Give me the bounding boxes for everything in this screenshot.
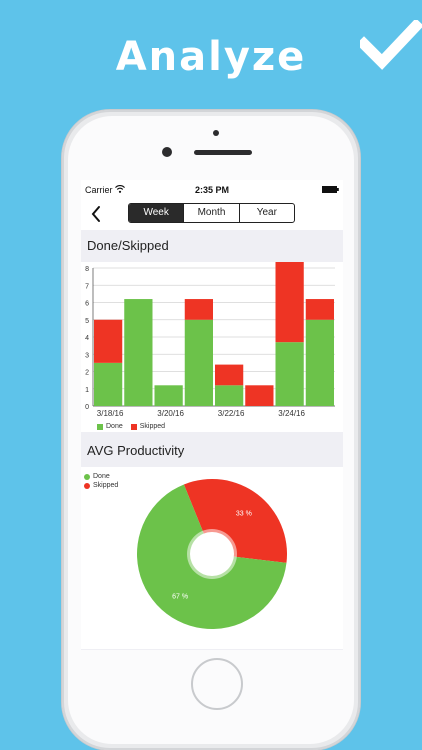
segment-month[interactable]: Month — [183, 204, 238, 222]
pie-label-done: 67 % — [172, 594, 188, 601]
bar-done-3 — [184, 319, 213, 406]
legend-label-done: Done — [106, 423, 123, 430]
y-tick-label: 0 — [85, 404, 89, 411]
checkmark-icon — [360, 20, 422, 70]
app-screen: Carrier 2:35 PM Week Month Year Done/Ski… — [81, 180, 343, 650]
segment-year[interactable]: Year — [238, 204, 294, 222]
legend-swatch-done — [97, 423, 103, 430]
pie-legend-swatch-done — [84, 473, 90, 480]
y-tick-label: 3 — [85, 352, 89, 359]
pie-chart-card: Done Skipped 33 % 67 % — [81, 467, 343, 649]
bar-done-2 — [154, 385, 183, 406]
donut-chart: 33 % 67 % — [137, 479, 287, 629]
legend-swatch-skipped — [130, 423, 137, 430]
y-tick-label: 7 — [85, 283, 89, 290]
bar-done-1 — [124, 299, 153, 406]
home-button[interactable] — [191, 658, 243, 710]
bar-skipped-4 — [215, 364, 244, 386]
y-tick-label: 6 — [85, 301, 89, 308]
proximity-sensor — [213, 130, 219, 136]
pie-legend-label-skipped: Skipped — [93, 482, 119, 489]
status-time: 2:35 PM — [194, 185, 229, 195]
bar-chart-title: Done/Skipped — [87, 238, 169, 253]
bar-done-4 — [215, 385, 244, 406]
headline: Analyze — [115, 34, 307, 80]
bar-legend: Done Skipped — [97, 423, 165, 430]
segment-week[interactable]: Week — [129, 204, 184, 222]
legend-label-skipped: Skipped — [139, 423, 166, 430]
bar-skipped-0 — [94, 319, 123, 363]
bar-chart: 0 1 2 3 4 5 6 7 8 3/18/16 3/20/16 3/22/16 3/24/16 — [85, 262, 335, 418]
bar-skipped-7 — [305, 299, 334, 320]
bar-done-6 — [275, 342, 304, 406]
bar-chart-card: 0 1 2 3 4 5 6 7 8 3/18/16 3/20/16 3/22/16 3/24/16 Do… — [81, 262, 343, 432]
nav-bar: Week Month Year — [81, 200, 343, 230]
chevron-left-icon[interactable] — [89, 205, 103, 223]
bar-done-0 — [94, 362, 123, 406]
x-tick-label: 3/22/16 — [218, 409, 245, 418]
donut-hole — [190, 532, 234, 576]
y-tick-label: 5 — [85, 318, 89, 325]
bar-skipped-5 — [245, 385, 274, 406]
earpiece-speaker — [194, 150, 252, 155]
x-tick-label: 3/18/16 — [97, 409, 124, 418]
pie-legend-label-done: Done — [93, 473, 110, 480]
pie-chart-title: AVG Productivity — [87, 443, 185, 458]
pie-legend-swatch-skipped — [84, 482, 90, 489]
bar-skipped-6 — [275, 262, 304, 343]
y-tick-label: 2 — [85, 370, 89, 377]
x-tick-label: 3/20/16 — [157, 409, 184, 418]
y-tick-label: 1 — [85, 387, 89, 394]
x-tick-label: 3/24/16 — [278, 409, 305, 418]
status-bar: Carrier 2:35 PM — [81, 180, 343, 200]
carrier-label: Carrier — [85, 185, 113, 195]
battery-icon — [322, 186, 339, 193]
pie-label-skipped: 33 % — [236, 510, 252, 517]
wifi-icon — [115, 185, 125, 193]
bar-done-7 — [305, 319, 334, 406]
pie-legend-done: Done — [84, 473, 110, 480]
y-tick-label: 8 — [85, 266, 89, 273]
pie-legend-skipped: Skipped — [84, 482, 118, 489]
bar-skipped-3 — [184, 299, 213, 320]
period-segmented-control: Week Month Year — [128, 203, 295, 223]
y-tick-label: 4 — [85, 335, 89, 342]
front-camera — [162, 147, 172, 157]
